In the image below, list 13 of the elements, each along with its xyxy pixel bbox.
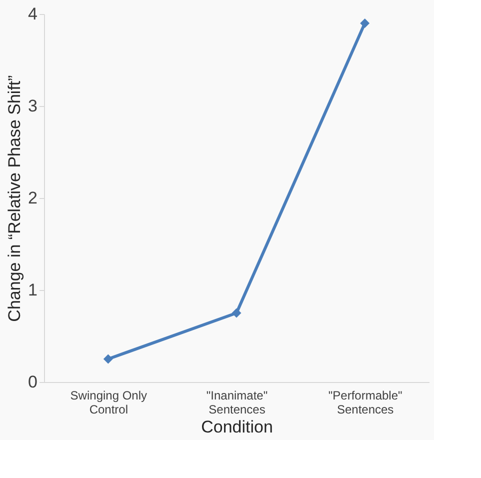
y-tick-label: 0 (28, 372, 38, 392)
point (103, 354, 113, 364)
y-tick-label: 4 (28, 4, 38, 24)
point (232, 308, 242, 318)
x-tick-label: "Performable" Sentences (328, 388, 402, 416)
point (360, 18, 370, 28)
y-axis-title: Change in “Relative Phase Shift” (5, 74, 24, 322)
y-tick-label: 3 (28, 96, 38, 116)
y-tick-label: 1 (28, 280, 38, 300)
x-tick-label: "Inanimate" Sentences (206, 388, 268, 416)
x-tick-label: Swinging Only Control (70, 388, 148, 416)
x-axis-title: Condition (201, 418, 273, 436)
y-tick-label: 2 (28, 188, 38, 208)
